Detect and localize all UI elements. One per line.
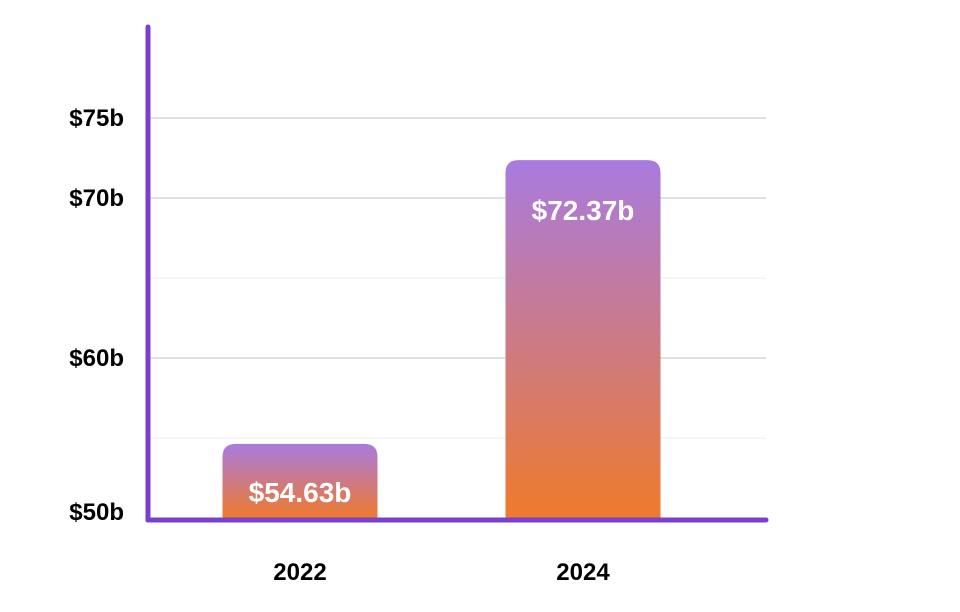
y-tick-label-70: $70b [69,185,124,212]
data-label-2022: $54.63b [249,477,352,508]
gridlines [148,118,766,438]
x-tick-label-2022: 2022 [273,559,326,586]
y-tick-label-75: $75b [69,105,124,132]
y-tick-labels: $50b $60b $70b $75b [69,105,124,526]
y-tick-label-50: $50b [69,499,124,526]
data-label-2024: $72.37b [532,195,635,226]
x-category-labels: 2022 2024 [273,559,610,586]
y-tick-label-60: $60b [69,345,124,372]
x-tick-label-2024: 2024 [556,559,610,586]
